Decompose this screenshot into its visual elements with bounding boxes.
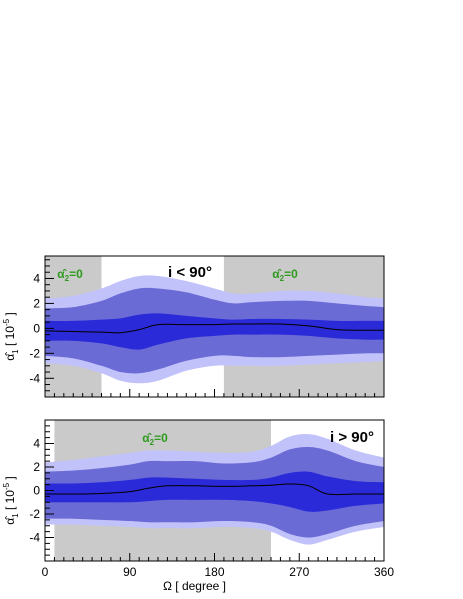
x-tick-label: 90 xyxy=(123,565,137,579)
panel-annotation: i > 90° xyxy=(330,429,374,446)
y-axis: -4 -2 0 2 4 xyxy=(29,259,54,398)
inner-band xyxy=(45,471,384,512)
y-tick-label: 4 xyxy=(33,271,40,285)
y-axis: -4 -2 0 2 4 xyxy=(29,419,54,562)
uncertainty-bands xyxy=(45,434,384,545)
x-axis xyxy=(44,389,385,397)
y-tick-label: -4 xyxy=(29,371,40,385)
inner-band xyxy=(45,313,384,350)
y-tick-label: 2 xyxy=(33,296,40,310)
y-tick-label: 2 xyxy=(33,460,40,474)
uncertainty-bands xyxy=(45,275,384,384)
x-tick-label: 180 xyxy=(204,565,224,579)
y-tick-label: 0 xyxy=(33,321,40,335)
x-axis-title: Ω [ degree ] xyxy=(163,579,226,593)
central-line xyxy=(45,323,384,334)
y-axis-title: α̂1 [ 10-5 ] xyxy=(2,476,20,525)
y-tick-label: -2 xyxy=(29,507,40,521)
y-axis-title: α̂1 [ 10-5 ] xyxy=(2,312,20,361)
shade-label-1: α̂2=0 xyxy=(272,267,298,283)
top-panel: -4 -2 0 2 4 α̂1 [ 10-5 ] α̂2=0 α̂2=0 i < 90° xyxy=(2,255,385,398)
bottom-panel: -4 -2 0 2 4 0 90 180 270 360 α̂1 [ 10-5 ] Ω [ degre… xyxy=(2,419,394,593)
shade-label-0: α̂2=0 xyxy=(142,431,168,447)
y-tick-label: -4 xyxy=(29,531,40,545)
shade-label-0: α̂2=0 xyxy=(57,267,83,283)
panel-annotation: i < 90° xyxy=(168,264,212,281)
x-tick-label: 360 xyxy=(374,565,394,579)
x-tick-label: 0 xyxy=(42,565,49,579)
central-line xyxy=(45,483,384,496)
x-axis: 0 90 180 270 360 xyxy=(42,553,394,579)
x-tick-label: 270 xyxy=(289,565,309,579)
y-tick-label: 0 xyxy=(33,484,40,498)
y-tick-label: -2 xyxy=(29,346,40,360)
y-tick-label: 4 xyxy=(33,437,40,451)
